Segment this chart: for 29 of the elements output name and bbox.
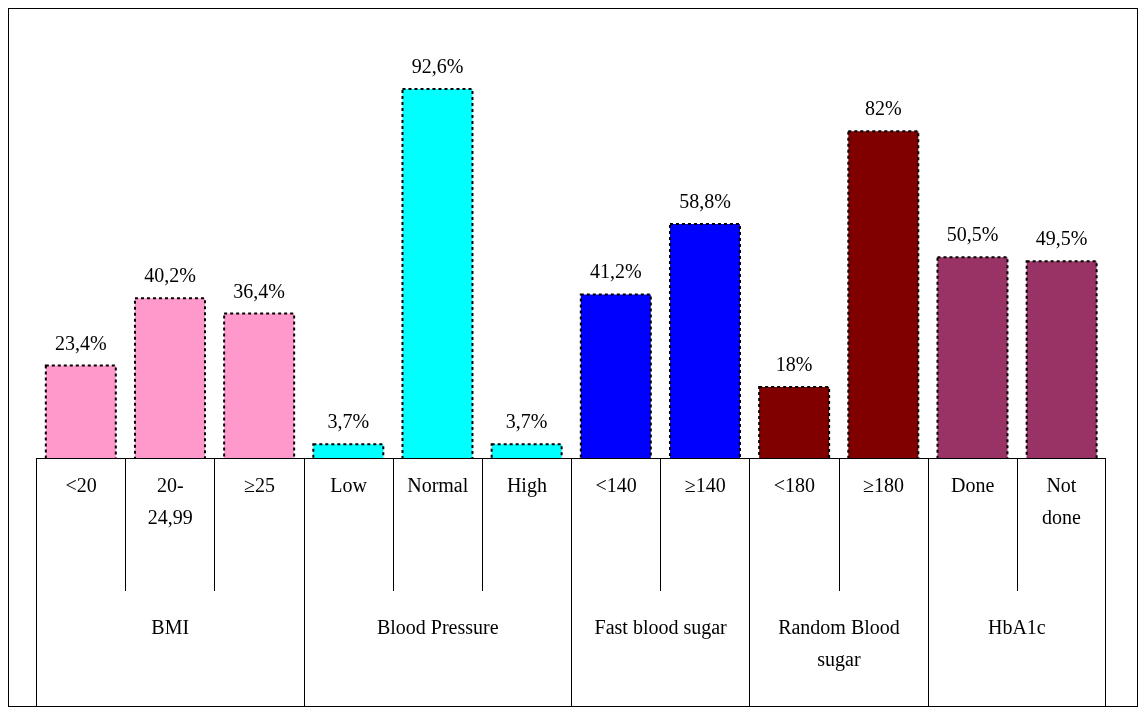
- text: Blood Pressure: [376, 615, 499, 640]
- data-label: 50,5%: [946, 223, 999, 246]
- x-tick-label: ≥180: [863, 473, 905, 498]
- data-label: 23,4%: [54, 331, 107, 354]
- text: BMI: [151, 615, 190, 640]
- data-label: 49,5%: [1035, 227, 1088, 250]
- data-label: 3,7%: [505, 410, 548, 433]
- text: Random Blood sugar: [777, 615, 901, 673]
- x-tick-label: <140: [595, 473, 637, 498]
- x-tick-label: Low: [330, 473, 367, 498]
- data-label: 82%: [864, 97, 902, 120]
- data-label: 18%: [775, 353, 813, 376]
- x-tick-label: ≥140: [684, 473, 726, 498]
- data-label: 3,7%: [327, 410, 370, 433]
- data-label: 40,2%: [144, 264, 196, 287]
- x-tick-label: ≥25: [243, 473, 275, 498]
- text: HbA1c: [987, 615, 1046, 640]
- data-label: 92,6%: [411, 55, 464, 77]
- data-label: 58,8%: [679, 190, 731, 213]
- x-tick-label: Normal: [407, 473, 469, 498]
- data-label: 36,4%: [233, 279, 285, 302]
- x-tick-label: <180: [773, 473, 816, 498]
- x-tick-label: Done: [951, 473, 995, 498]
- x-tick-label: Not done: [1040, 473, 1082, 530]
- x-tick-label: High: [506, 473, 547, 499]
- x-tick-label: 20-24,99: [146, 473, 194, 530]
- data-label: 41,2%: [589, 260, 642, 283]
- x-tick-label: <20: [65, 473, 97, 498]
- text: Fast blood sugar: [594, 615, 727, 641]
